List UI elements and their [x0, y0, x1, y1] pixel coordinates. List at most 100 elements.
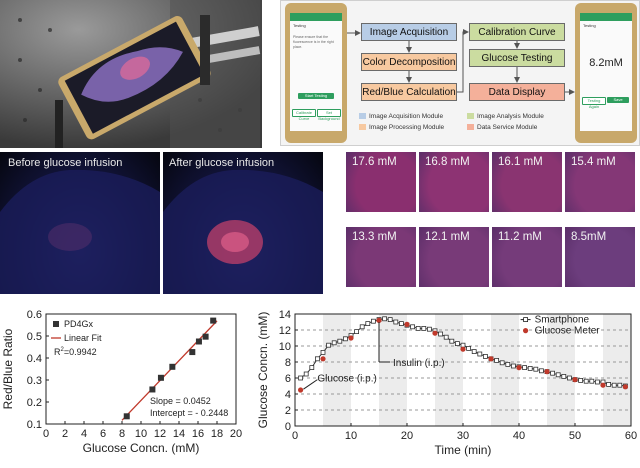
meter-point: [516, 365, 522, 371]
arm-after-label: After glucose infusion: [169, 157, 275, 169]
x-tick-label: 20: [230, 428, 242, 440]
smartphone-point: [415, 325, 421, 331]
color-tile-label: 8.5mM: [571, 231, 607, 243]
phone-right-statusbar: [580, 13, 632, 21]
rig-photo: [0, 0, 262, 148]
color-tile-label: 15.4 mM: [571, 156, 616, 168]
save-results-button[interactable]: Save Results: [607, 97, 629, 108]
color-tile: 8.5mM: [565, 227, 635, 287]
y-tick-label: 12: [279, 325, 291, 337]
x-tick-label: 40: [513, 430, 525, 442]
smartphone-point: [365, 321, 371, 327]
arm-after-image: After glucose infusion: [163, 152, 323, 294]
glucose-arrow: [303, 379, 318, 390]
data-point: [123, 413, 130, 420]
red-blue-calculation-box: Red/Blue Calculation: [361, 83, 457, 101]
x-tick-label: 0: [43, 428, 49, 440]
glucose-testing-box: Glucose Testing: [469, 49, 565, 67]
smartphone-point: [494, 358, 500, 363]
smartphone-point: [527, 366, 533, 371]
smartphone-point: [555, 372, 561, 378]
x-tick-label: 6: [100, 428, 106, 440]
smartphone-point: [550, 370, 556, 376]
y-tick-label: 10: [279, 341, 291, 353]
legend-image-acquisition: Image Acquisition Module: [359, 113, 443, 120]
y-tick-label: 0.3: [27, 375, 42, 387]
legend-data-service: Data Service Module: [467, 124, 537, 131]
smartphone-point: [449, 338, 455, 344]
smartphone-point: [466, 346, 472, 351]
legend-swatch-analysis: [467, 113, 474, 120]
start-testing-button[interactable]: Start Testing: [298, 93, 334, 99]
meter-point: [320, 356, 326, 362]
intercept-annotation: Intercept = - 0.2448: [150, 408, 228, 418]
meter-point: [348, 335, 354, 341]
color-tile-label: 13.3 mM: [352, 231, 397, 243]
legend-marker-points: [53, 321, 59, 327]
smartphone-point: [309, 365, 315, 370]
background-band: [323, 314, 351, 426]
x-tick-label: 10: [135, 428, 147, 440]
color-tile: 11.2 mM: [492, 227, 562, 287]
background-band: [435, 314, 463, 426]
image-acquisition-box: Image Acquisition: [361, 23, 457, 41]
phone-left-instructions: Please ensure that the fluorescence is i…: [293, 35, 334, 49]
smartphone-point: [326, 342, 331, 348]
meter-point: [298, 387, 304, 393]
background-band: [547, 314, 575, 426]
x-axis-label: Glucose Concn. (mM): [83, 441, 200, 455]
smartphone-point: [482, 354, 488, 359]
background-band: [491, 314, 519, 426]
y-axis-label: Glucose Concn. (mM): [256, 312, 270, 429]
color-tile-label: 16.8 mM: [425, 156, 470, 168]
glucose-result-readout: 8.2mM: [589, 57, 623, 69]
arm-before-texture: [0, 169, 160, 294]
smartphone-point: [331, 340, 337, 346]
y-tick-label: 0.6: [27, 309, 42, 321]
background-band: [603, 314, 631, 426]
color-tile: 12.1 mM: [419, 227, 489, 287]
legend-label-service: Data Service Module: [477, 124, 538, 131]
x-axis-label: Time (min): [435, 443, 492, 457]
calibrate-curve-button[interactable]: Calibrate Curve: [292, 109, 316, 121]
smartphone-point: [606, 382, 612, 387]
legend-label-processing: Image Processing Module: [369, 124, 445, 131]
legend-image-analysis: Image Analysis Module: [467, 113, 544, 120]
legend-label-fit: Linear Fit: [64, 333, 102, 343]
arm-before-image: Before glucose infusion: [0, 152, 160, 294]
glucose-annotation: Glucose (i.p.): [317, 374, 376, 385]
data-point: [210, 317, 217, 324]
meter-point: [572, 377, 578, 383]
smartphone-point: [617, 382, 623, 388]
smartphone-point: [298, 375, 303, 381]
smartphone-point: [343, 336, 348, 342]
smartphone-point: [499, 360, 505, 366]
y-axis-label: Red/Blue Ratio: [1, 328, 15, 409]
x-tick-label: 14: [173, 428, 185, 440]
meter-point: [544, 369, 550, 375]
smartphone-point: [315, 356, 320, 362]
x-tick-label: 0: [292, 430, 298, 442]
x-tick-label: 4: [81, 428, 87, 440]
smartphone-point: [583, 378, 589, 384]
x-tick-label: 12: [154, 428, 166, 440]
smartphone-rig-image: [0, 0, 262, 148]
phone-right-screen: Testing 8.2mM Testing Again Save Results: [580, 13, 632, 131]
x-tick-label: 50: [569, 430, 581, 442]
testing-again-button[interactable]: Testing Again: [582, 97, 606, 109]
y-tick-label: 14: [279, 309, 291, 321]
data-point: [149, 386, 156, 393]
smartphone-point: [471, 349, 477, 354]
smartphone-point: [387, 317, 393, 323]
smartphone-point: [538, 368, 544, 374]
x-tick-label: 16: [192, 428, 204, 440]
set-background-button[interactable]: Set Background: [317, 109, 341, 121]
smartphone-point: [443, 334, 449, 340]
phone-left-statusbar: [290, 13, 342, 21]
app-flow-diagram: Testing Please ensure that the fluoresce…: [280, 0, 640, 146]
legend-marker-meter: [523, 328, 529, 334]
x-tick-label: 18: [211, 428, 223, 440]
smartphone-point: [438, 331, 444, 337]
smartphone-point: [477, 351, 483, 357]
calibration-curve-box: Calibration Curve: [469, 23, 565, 41]
